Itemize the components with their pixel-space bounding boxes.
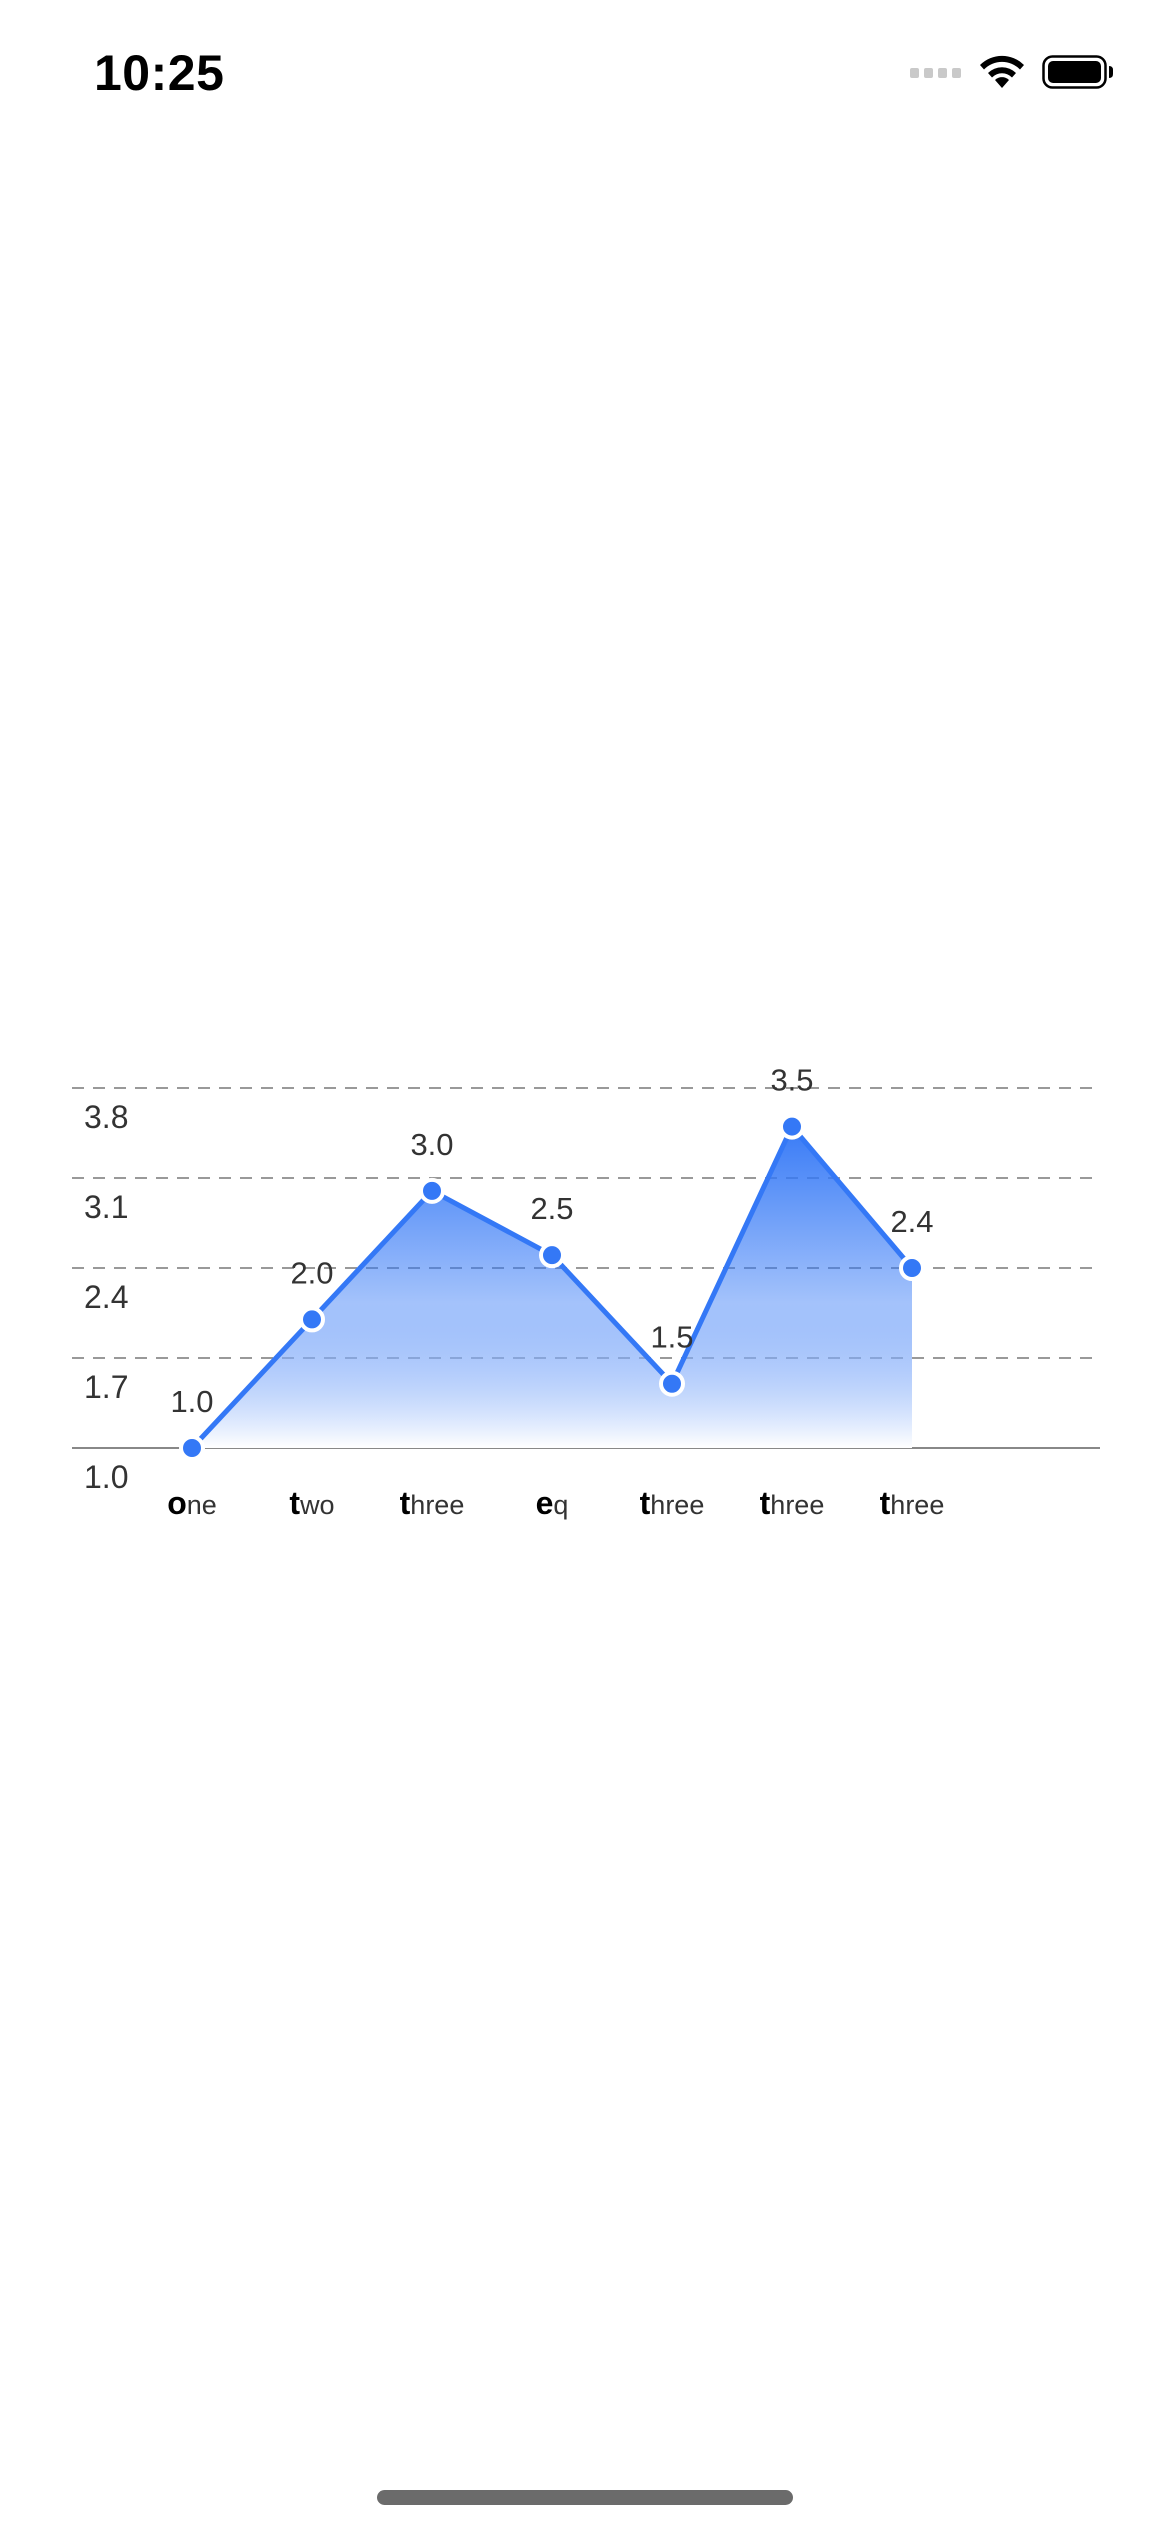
value-label: 3.0: [410, 1127, 453, 1162]
y-tick-label: 2.4: [84, 1279, 128, 1315]
value-label: 2.5: [530, 1191, 573, 1226]
data-point: [419, 1177, 445, 1204]
home-indicator[interactable]: [377, 2490, 793, 2505]
wifi-icon: [980, 55, 1024, 88]
y-tick-label: 1.0: [84, 1459, 128, 1495]
value-label: 1.5: [650, 1320, 693, 1355]
battery-icon: [1042, 55, 1113, 89]
cellular-signal-icon: [910, 68, 961, 78]
x-tick-label: three: [400, 1485, 465, 1521]
data-point: [659, 1370, 685, 1397]
chart-svg: 1.0 1.7 2.4 3.1 3.8 1.0 2.0 3.0 2.5 1.5 3.5 2.4 one t…: [72, 1063, 1100, 1521]
data-point: [779, 1113, 805, 1140]
line-chart: 1.0 1.7 2.4 3.1 3.8 1.0 2.0 3.0 2.5 1.5 3.5 2.4 one t…: [0, 1000, 1170, 1560]
x-tick-label: two: [289, 1485, 334, 1521]
status-icons: [910, 52, 1114, 92]
y-tick-label: 1.7: [84, 1369, 128, 1405]
value-label: 2.0: [290, 1255, 333, 1290]
data-point: [899, 1255, 925, 1281]
area-fill: [192, 1126, 912, 1448]
x-tick-label: three: [640, 1485, 705, 1521]
x-tick-label: three: [880, 1485, 945, 1521]
x-tick-label: three: [760, 1485, 825, 1521]
value-label: 2.4: [890, 1204, 933, 1239]
y-tick-label: 3.8: [84, 1099, 128, 1135]
x-tick-label: one: [167, 1485, 217, 1521]
status-time: 10:25: [94, 45, 225, 101]
data-point: [179, 1435, 205, 1461]
value-label: 3.5: [770, 1063, 813, 1098]
y-tick-label: 3.1: [84, 1189, 128, 1225]
value-label: 1.0: [170, 1384, 213, 1419]
x-tick-label: eq: [536, 1485, 569, 1521]
data-point: [539, 1242, 565, 1269]
status-bar: 10:25: [0, 0, 1170, 150]
data-point: [299, 1306, 325, 1333]
